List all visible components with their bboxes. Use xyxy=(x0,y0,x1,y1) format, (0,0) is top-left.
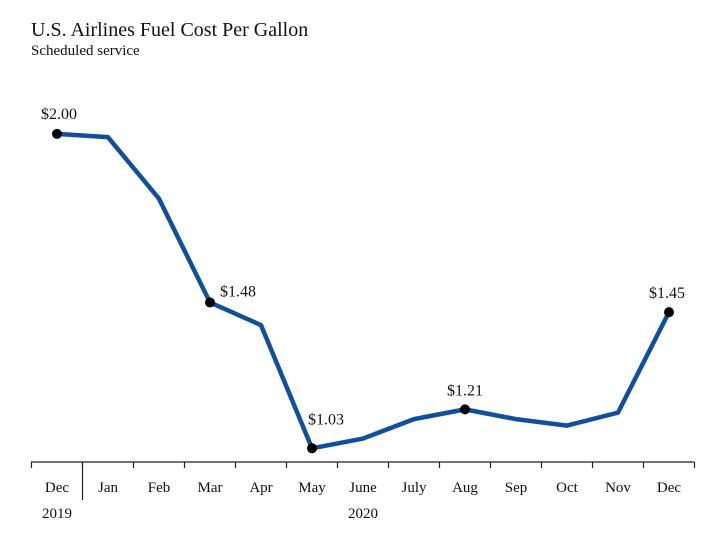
data-label: $1.45 xyxy=(649,285,685,302)
data-label: $1.48 xyxy=(220,283,256,300)
x-tick-label: Jan xyxy=(98,480,118,496)
data-point xyxy=(52,128,62,139)
x-tick-label: Apr xyxy=(249,480,272,496)
data-point xyxy=(460,404,470,415)
data-label: $1.21 xyxy=(447,382,483,399)
x-tick-label: Dec xyxy=(45,480,69,496)
year-label: 2020 xyxy=(348,506,378,522)
data-point xyxy=(205,297,215,308)
data-label: $2.00 xyxy=(41,106,77,123)
data-label: $1.03 xyxy=(308,411,344,428)
data-point xyxy=(664,307,674,318)
data-point-layer xyxy=(52,128,674,454)
series-line xyxy=(54,131,672,451)
x-tick-label: Oct xyxy=(556,480,578,496)
year-label: 2019 xyxy=(42,506,72,522)
x-tick-label: Mar xyxy=(198,480,223,496)
x-tick-label: Feb xyxy=(148,480,171,496)
x-tick-label: Sep xyxy=(505,480,528,496)
chart-title: U.S. Airlines Fuel Cost Per Gallon xyxy=(31,19,309,41)
x-axis: Dec Jan Feb Mar Apr May June July Aug Sep Oct Nov De… xyxy=(30,461,696,522)
x-tick-label: June xyxy=(349,480,377,496)
x-tick-label: Dec xyxy=(657,480,681,496)
x-tick-label: Aug xyxy=(452,480,478,496)
series-line-layer xyxy=(54,131,672,451)
x-tick-label: May xyxy=(298,480,326,496)
data-label-layer: $2.00 $1.48 $1.03 $1.21 $1.45 xyxy=(41,106,685,428)
x-tick-label: Nov xyxy=(605,480,631,496)
x-tick-label: July xyxy=(401,480,427,496)
chart-subtitle: Scheduled service xyxy=(31,43,140,59)
data-point xyxy=(307,443,317,454)
